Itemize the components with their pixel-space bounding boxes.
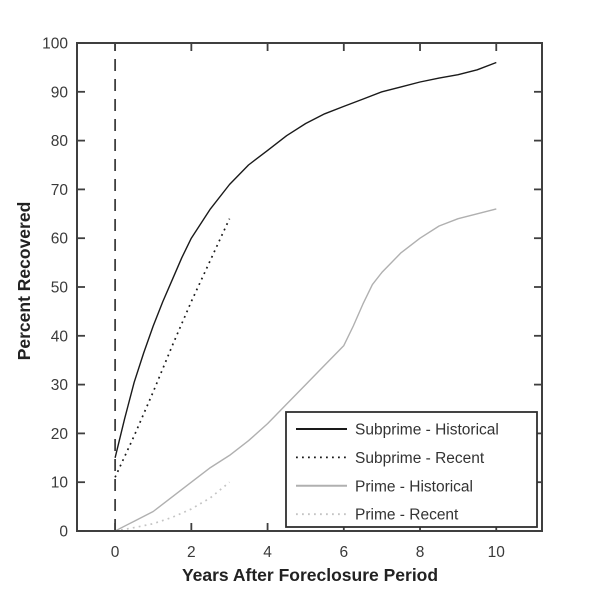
y-tick-label: 70 [51, 182, 69, 199]
series-line-subprime-historical [114, 61, 497, 458]
x-tick-label: 6 [339, 544, 348, 561]
x-tick-label: 0 [111, 544, 120, 561]
x-tick-label: 10 [488, 544, 506, 561]
x-tick-label: 2 [187, 544, 196, 561]
series-line-prime-recent [114, 481, 231, 532]
legend-label: Subprime - Recent [355, 450, 485, 467]
y-tick-label: 100 [42, 36, 68, 53]
y-tick-label: 20 [51, 426, 69, 443]
x-tick-label: 8 [416, 544, 425, 561]
y-axis-label: Percent Recovered [14, 202, 34, 361]
series-line-subprime-recent [114, 218, 231, 478]
series-layer [114, 61, 497, 532]
legend-box [285, 411, 538, 528]
y-tick-label: 10 [51, 475, 69, 492]
x-axis-label: Years After Foreclosure Period [182, 565, 438, 585]
y-tick-label: 0 [59, 524, 68, 541]
series-line-prime-historical [114, 208, 497, 532]
legend-label: Prime - Historical [355, 478, 473, 495]
y-tick-label: 50 [51, 280, 69, 297]
legend-label: Subprime - Historical [355, 422, 499, 439]
y-tick-label: 90 [51, 84, 69, 101]
y-tick-label: 80 [51, 133, 69, 150]
y-tick-label: 30 [51, 377, 69, 394]
legend: Subprime - Historical Subprime - Recent Pr… [285, 411, 538, 528]
y-tick-label: 60 [51, 231, 69, 248]
legend-label: Prime - Recent [355, 507, 459, 524]
y-tick-label: 40 [51, 328, 69, 345]
x-tick-label: 4 [263, 544, 272, 561]
